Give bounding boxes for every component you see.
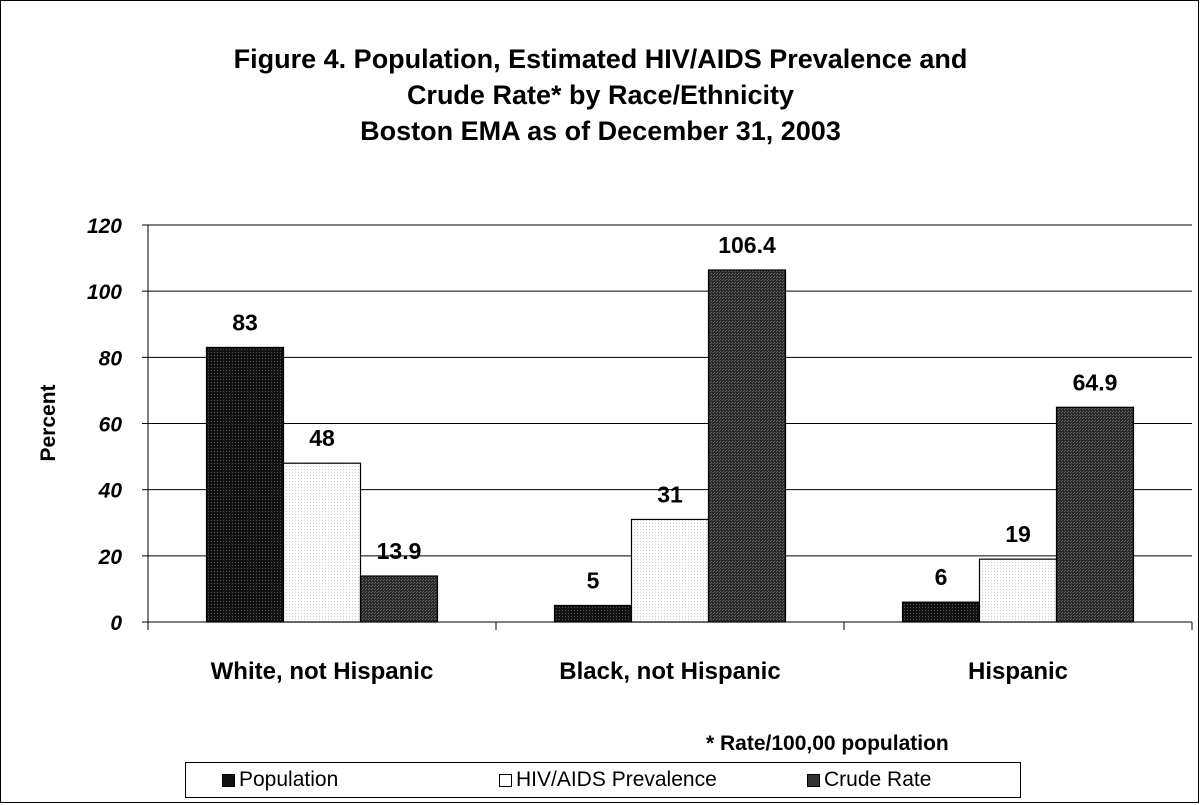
data-label: 19: [1005, 521, 1031, 547]
y-tick-label: 80: [99, 347, 123, 370]
bar-crude-rate-0: [359, 575, 439, 623]
legend-item-crude-rate: Crude Rate: [807, 763, 931, 797]
data-label: 106.4: [718, 232, 776, 258]
bar-population-1: [553, 604, 633, 623]
y-tick-label: 40: [98, 480, 123, 503]
legend-label-crude-rate: Crude Rate: [824, 768, 932, 791]
y-tick-label: 20: [98, 546, 123, 569]
bars: [205, 269, 1135, 623]
y-tick-label: 120: [87, 215, 122, 238]
bar-population-0: [205, 346, 285, 623]
legend-item-population: Population: [222, 763, 338, 797]
data-label: 13.9: [377, 538, 422, 564]
data-label: 6: [935, 564, 948, 590]
data-label: 31: [657, 481, 683, 507]
chart-title-line-3: Boston EMA as of December 31, 2003: [360, 116, 841, 146]
bar-hiv-aids-prevalence-2: [978, 558, 1058, 623]
data-label: 5: [587, 567, 600, 593]
y-tick-label: 0: [110, 612, 122, 635]
legend-label-prevalence: HIV/AIDS Prevalence: [516, 768, 717, 791]
x-tick-label: White, not Hispanic: [211, 658, 434, 685]
legend-label-population: Population: [239, 768, 339, 791]
y-axis-label: Percent: [37, 384, 60, 461]
legend-swatch-prevalence: [499, 773, 512, 787]
footnote: * Rate/100,00 population: [706, 732, 949, 755]
legend-item-prevalence: HIV/AIDS Prevalence: [499, 763, 717, 797]
legend-swatch-crude-rate: [807, 773, 820, 787]
data-label: 83: [232, 309, 258, 335]
bar-crude-rate-2: [1055, 406, 1135, 623]
y-tick-label: 100: [87, 281, 122, 304]
chart-title-line-1: Figure 4. Population, Estimated HIV/AIDS…: [233, 44, 968, 74]
data-labels: 83 48 13.9 5 31 106.4 6 19 64.9: [232, 232, 1117, 593]
axes: 0 20 40 60 80 100 120 White, not Hispanic Black,…: [87, 215, 1193, 685]
x-tick-label: Hispanic: [968, 658, 1068, 685]
chart-title-line-2: Crude Rate* by Race/Ethnicity: [406, 80, 795, 110]
legend: Population HIV/AIDS Prevalence Crude Rat…: [185, 762, 1021, 798]
bar-population-2: [901, 601, 981, 623]
legend-swatch-population: [222, 773, 235, 787]
x-tick-label: Black, not Hispanic: [559, 658, 780, 685]
data-label: 48: [309, 425, 335, 451]
bar-crude-rate-1: [707, 269, 787, 623]
data-label: 64.9: [1073, 369, 1118, 395]
gridlines: [148, 224, 1192, 557]
y-tick-label: 60: [99, 414, 123, 437]
bar-hiv-aids-prevalence-1: [630, 518, 710, 623]
bar-hiv-aids-prevalence-0: [282, 462, 362, 623]
